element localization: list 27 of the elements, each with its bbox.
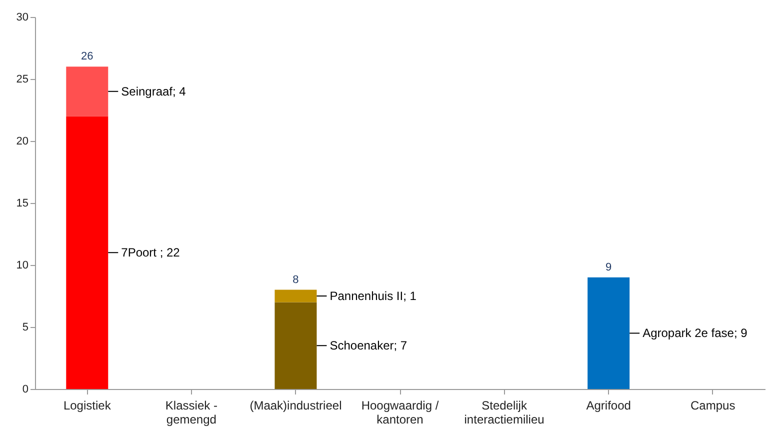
x-tick-label: (Maak)industrieel [250,398,342,412]
y-tick-label: 5 [22,322,28,334]
total-label: 26 [81,50,94,63]
bar [274,290,317,302]
x-tick-label: Logistiek [63,398,112,412]
data-label: Seingraaf; 4 [121,84,186,98]
x-tick-label: Agrifood [586,398,631,412]
y-tick-label: 30 [16,12,28,24]
x-tick-label: Hoogwaardig / kantoren [361,398,440,426]
bar [274,302,317,389]
bar [66,66,108,116]
data-label: Schoenaker; 7 [330,338,408,353]
data-label: Agropark 2e fase; 9 [642,326,748,340]
total-label: 8 [292,274,299,286]
total-label: 9 [606,261,612,274]
bar [588,277,630,389]
y-tick-label: 25 [16,74,28,86]
y-tick-label: 15 [16,198,28,210]
y-tick-label: 0 [22,384,28,396]
y-tick-label: 20 [16,136,28,148]
y-tick-label: 10 [16,260,28,272]
bar [66,116,108,389]
x-tick-label: Campus [690,398,736,412]
data-label: 7Poort ; 22 [121,246,180,260]
x-tick-label: Stedelijk interactiemilieu [464,398,544,426]
x-tick-label: Klassiek - gemengd [165,398,218,426]
data-label: Pannenhuis II; 1 [330,289,417,303]
